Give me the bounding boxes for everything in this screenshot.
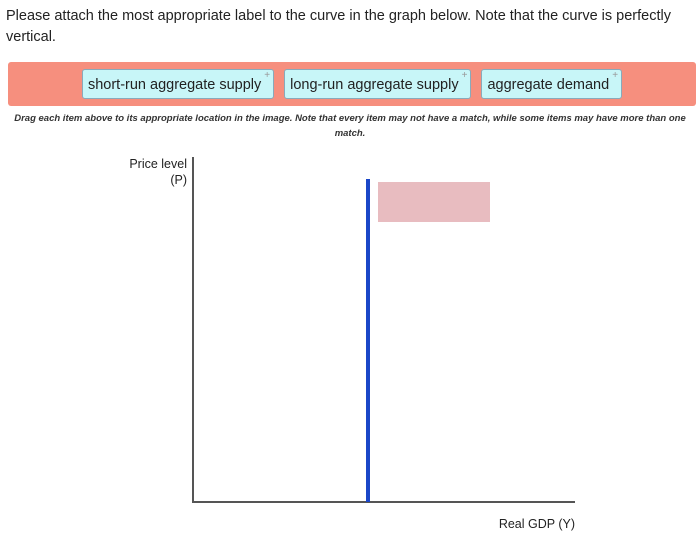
y-axis-label-line1: Price level <box>129 157 187 171</box>
drag-plus-icon: + <box>264 70 271 81</box>
drag-plus-icon: + <box>612 70 619 81</box>
label-chip-aggregate-demand[interactable]: aggregate demand + <box>481 69 623 99</box>
label-chip-long-run-aggregate-supply[interactable]: long-run aggregate supply + <box>284 69 472 99</box>
instructions: Drag each item above to its appropriate … <box>14 113 686 139</box>
x-axis-label: Real GDP (Y) <box>498 517 575 531</box>
label-bank: short-run aggregate supply + long-run agg… <box>8 62 696 106</box>
drag-plus-icon: + <box>461 70 468 81</box>
y-axis <box>192 157 194 503</box>
chip-label: long-run aggregate supply <box>290 77 459 93</box>
chip-label: aggregate demand <box>487 77 610 93</box>
y-axis-label-line2: (P) <box>170 173 187 187</box>
y-axis-label: Price level (P) <box>100 156 187 188</box>
drop-zone[interactable] <box>378 182 490 222</box>
label-chip-short-run-aggregate-supply[interactable]: short-run aggregate supply + <box>81 69 275 99</box>
vertical-curve <box>366 179 370 502</box>
x-axis <box>192 501 575 503</box>
chip-label: short-run aggregate supply <box>87 77 262 93</box>
question-text: Please attach the most appropriate label… <box>6 8 671 45</box>
